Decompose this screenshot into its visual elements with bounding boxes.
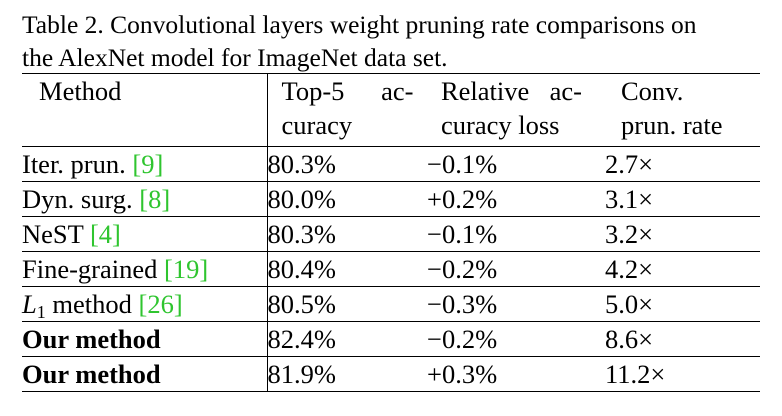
table-row: Fine-grained [19] 80.4% −0.2% 4.2× [22, 251, 760, 287]
citation-link[interactable]: [4] [89, 219, 121, 249]
table-header-row: Method Top-5 ac- curacy Relative ac- cur… [22, 73, 760, 147]
pruning-comparison-table: Method Top-5 ac- curacy Relative ac- cur… [22, 73, 760, 392]
row-rate: 2.7× [605, 146, 760, 182]
row-method: Our method [22, 356, 268, 392]
citation-link[interactable]: [8] [139, 184, 171, 214]
header-loss-line2: curacy loss [441, 110, 560, 140]
row-accuracy: 81.9% [267, 356, 427, 392]
row-method: L1 method [26] [22, 286, 268, 322]
table-row: NeST [4] 80.3% −0.1% 3.2× [22, 216, 760, 252]
row-rate: 8.6× [605, 321, 760, 357]
header-top5-accuracy: Top-5 ac- curacy [267, 73, 427, 147]
l1-symbol: L [22, 289, 37, 319]
table-caption: Table 2. Convolutional layers weight pru… [22, 8, 762, 74]
row-rate: 4.2× [605, 251, 760, 287]
row-loss: +0.3% [427, 356, 605, 392]
table-row: Dyn. surg. [8] 80.0% +0.2% 3.1× [22, 181, 760, 217]
row-method: NeST [4] [22, 216, 268, 252]
row-accuracy: 80.0% [267, 181, 427, 217]
row-rate: 3.2× [605, 216, 760, 252]
table-row: L1 method [26] 80.5% −0.3% 5.0× [22, 286, 760, 322]
header-top5-line1: Top-5 ac- [281, 76, 414, 106]
row-method: Dyn. surg. [8] [22, 181, 268, 217]
header-rate-line1: Conv. [621, 76, 684, 106]
row-rate: 11.2× [605, 356, 760, 392]
caption-line-1: Table 2. Convolutional layers weight pru… [22, 10, 697, 39]
header-conv-prun-rate: Conv. prun. rate [605, 73, 760, 147]
row-accuracy: 80.4% [267, 251, 427, 287]
row-method: Iter. prun. [9] [22, 146, 268, 182]
header-top5-line2: curacy [281, 110, 353, 140]
row-loss: −0.1% [427, 216, 605, 252]
header-relative-loss: Relative ac- curacy loss [427, 73, 605, 147]
row-loss: −0.2% [427, 321, 605, 357]
caption-line-2: the AlexNet model for ImageNet data set. [22, 43, 448, 72]
table-row: Our method 81.9% +0.3% 11.2× [22, 356, 760, 392]
header-method: Method [22, 73, 268, 147]
table-row: Our method 82.4% −0.2% 8.6× [22, 321, 760, 357]
row-loss: −0.3% [427, 286, 605, 322]
header-rate-line2: prun. rate [621, 110, 723, 140]
row-rate: 3.1× [605, 181, 760, 217]
row-loss: −0.2% [427, 251, 605, 287]
header-loss-line1: Relative ac- [441, 76, 582, 106]
l1-subscript: 1 [36, 302, 46, 322]
row-method: Fine-grained [19] [22, 251, 268, 287]
row-loss: +0.2% [427, 181, 605, 217]
row-loss: −0.1% [427, 146, 605, 182]
row-accuracy: 80.3% [267, 216, 427, 252]
citation-link[interactable]: [9] [132, 149, 164, 179]
citation-link[interactable]: [19] [164, 254, 209, 284]
row-rate: 5.0× [605, 286, 760, 322]
row-accuracy: 80.5% [267, 286, 427, 322]
table-row: Iter. prun. [9] 80.3% −0.1% 2.7× [22, 146, 760, 182]
row-method: Our method [22, 321, 268, 357]
row-accuracy: 82.4% [267, 321, 427, 357]
row-accuracy: 80.3% [267, 146, 427, 182]
citation-link[interactable]: [26] [138, 289, 183, 319]
